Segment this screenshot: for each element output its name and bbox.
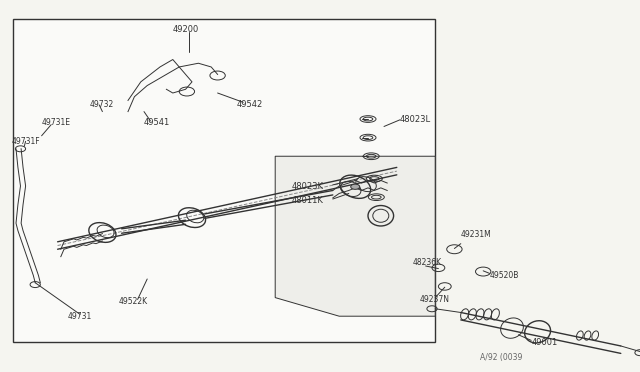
Text: 48023L: 48023L [400, 115, 431, 124]
Text: 49731F: 49731F [12, 137, 40, 146]
Text: 49731: 49731 [67, 312, 92, 321]
Text: 49541: 49541 [144, 118, 170, 127]
Text: 48011K: 48011K [291, 196, 323, 205]
Text: 49732: 49732 [90, 100, 114, 109]
Circle shape [351, 184, 360, 189]
Text: 48023K: 48023K [291, 182, 323, 190]
Bar [13, 19, 435, 342]
Text: 49522K: 49522K [118, 297, 148, 306]
Text: A/92 (0039: A/92 (0039 [480, 353, 522, 362]
Text: 49520B: 49520B [490, 271, 519, 280]
Text: 48236K: 48236K [413, 258, 442, 267]
Text: 49237N: 49237N [419, 295, 449, 304]
Polygon shape [275, 156, 435, 316]
Text: 49731E: 49731E [42, 118, 70, 127]
Text: 49001: 49001 [531, 338, 557, 347]
Text: 49231M: 49231M [461, 230, 492, 239]
Text: 49542: 49542 [237, 100, 263, 109]
Text: 49200: 49200 [172, 25, 199, 34]
